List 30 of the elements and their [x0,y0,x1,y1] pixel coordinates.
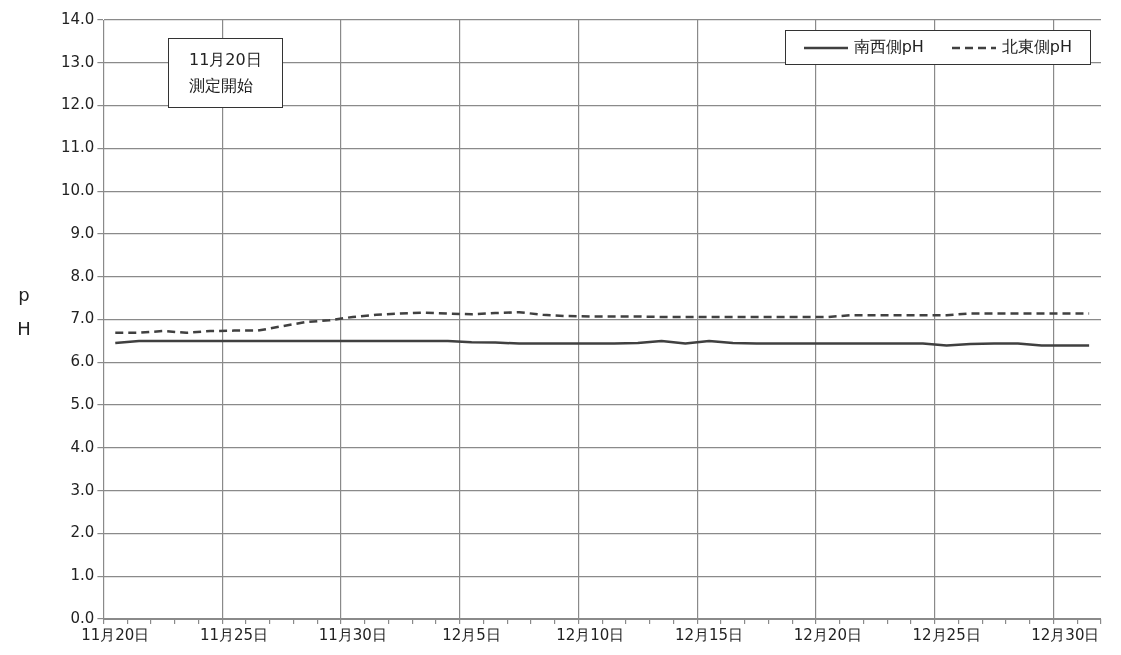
x-tick-label: 12月20日 [793,625,862,644]
y-tick-label: 14.0 [60,9,95,28]
line-series [114,310,1091,335]
y-tick-label: 10.0 [60,181,95,200]
y-tick-label: 6.0 [70,352,95,371]
x-tick-label: 11月30日 [318,625,387,644]
y-tick-label: 4.0 [70,437,95,456]
x-tick-label: 12月30日 [1031,625,1100,644]
y-tick-label: 2.0 [70,523,95,542]
y-tick-label: 3.0 [70,480,95,499]
annotation: 11月20日 [189,49,262,71]
y-tick-label: 0.0 [70,608,95,627]
x-tick-label: 11月25日 [199,625,269,644]
x-tick-label: 11月20日 [81,625,150,644]
y-tick-label: 12.0 [60,95,95,114]
y-axis-title: pH [16,283,32,341]
x-tick-label: 12月5日 [442,625,501,644]
y-tick-label: 13.0 [60,52,95,71]
y-tick-label: 7.0 [70,309,95,328]
x-tick-label: 12月25日 [912,625,981,644]
y-tick-label: 1.0 [70,566,95,585]
legend-label: 南西側pH [853,37,924,58]
annotation: 測定開始 [189,75,254,97]
x-tick-label: 12月10日 [556,625,625,644]
y-tick-label: 9.0 [70,223,95,242]
y-tick-label: 11.0 [60,138,95,157]
x-tick-label: 12月15日 [674,625,744,644]
y-tick-label: 5.0 [70,394,95,413]
legend-label: 北東側pH [1001,37,1072,58]
y-tick-label: 8.0 [70,266,95,285]
